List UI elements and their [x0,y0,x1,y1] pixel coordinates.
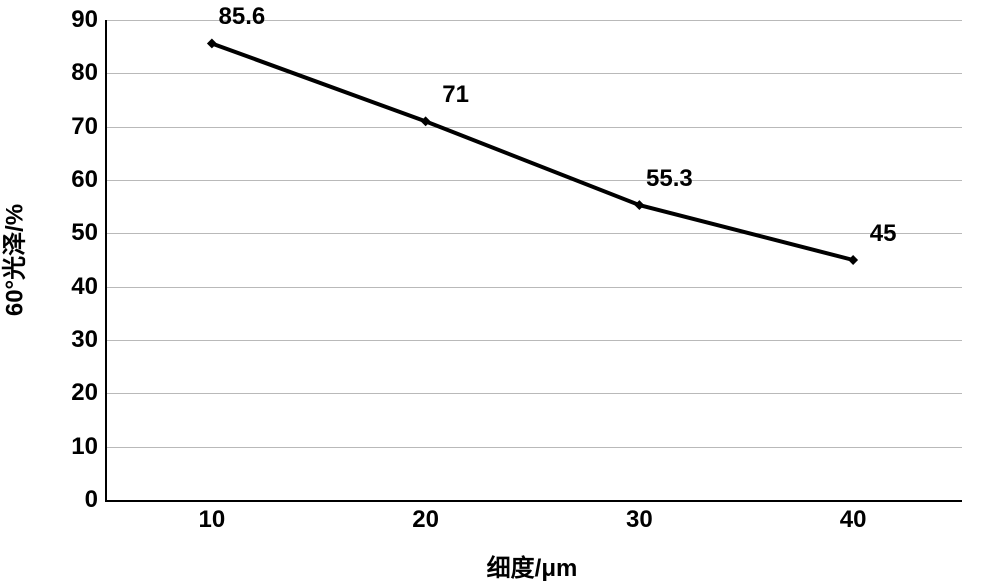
data-label: 71 [442,81,469,109]
y-tick-label: 30 [38,326,98,354]
y-tick-label: 10 [38,433,98,461]
data-marker [848,255,858,265]
x-axis-title: 细度/μm [487,548,578,583]
chart-container: 60°光泽/% 细度/μm 0 10 20 30 40 50 60 70 80 90 10 20 30… [0,0,1000,588]
y-tick-label: 70 [38,113,98,141]
y-tick-label: 80 [38,59,98,87]
x-tick-label: 40 [823,506,883,534]
x-tick-label: 20 [396,506,456,534]
x-tick-label: 30 [609,506,669,534]
chart-svg [105,20,960,500]
data-line [212,43,853,260]
data-label: 55.3 [646,165,693,193]
y-tick-label: 40 [38,273,98,301]
y-axis-title: 60°光泽/% [0,204,30,316]
y-tick-label: 60 [38,166,98,194]
y-tick-label: 90 [38,6,98,34]
data-marker [207,39,217,49]
y-tick-label: 20 [38,379,98,407]
data-label: 85.6 [219,3,266,31]
x-tick-label: 10 [182,506,242,534]
y-tick-label: 0 [38,486,98,514]
y-tick-label: 50 [38,219,98,247]
data-label: 45 [870,220,897,248]
